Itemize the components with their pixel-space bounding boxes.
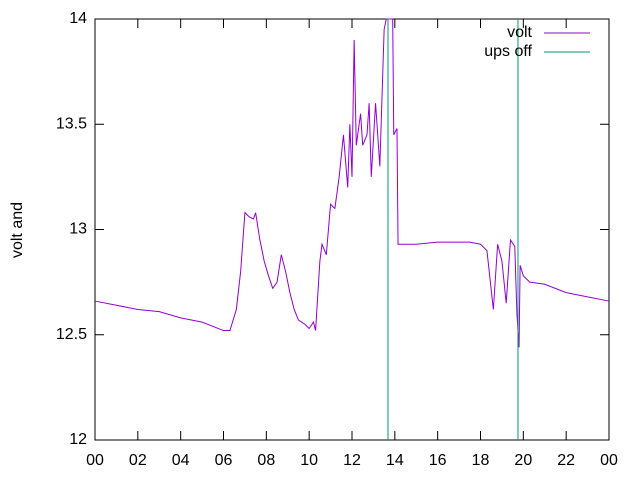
- x-tick-label: 00: [600, 452, 618, 469]
- x-tick-label: 16: [429, 452, 447, 469]
- x-tick-label: 00: [86, 452, 104, 469]
- series-line: [387, 19, 519, 440]
- x-tick-label: 14: [386, 452, 404, 469]
- y-tick-label: 13: [69, 221, 87, 238]
- x-tick-label: 12: [343, 452, 361, 469]
- x-tick-label: 04: [172, 452, 190, 469]
- y-tick-label: 14: [69, 10, 87, 27]
- legend-label: volt: [507, 24, 532, 41]
- y-axis-label: volt and: [9, 202, 26, 258]
- x-tick-label: 22: [557, 452, 575, 469]
- x-tick-label: 06: [215, 452, 233, 469]
- legend-label: ups off: [484, 43, 532, 60]
- x-tick-label: 02: [129, 452, 147, 469]
- y-tick-label: 12.5: [56, 326, 87, 343]
- plot-frame: [94, 18, 610, 441]
- y-tick-label: 13.5: [56, 115, 87, 132]
- x-tick-label: 10: [300, 452, 318, 469]
- series-line: [94, 18, 610, 348]
- x-tick-label: 08: [257, 452, 275, 469]
- y-tick-label: 12: [69, 431, 87, 448]
- x-tick-label: 18: [472, 452, 490, 469]
- x-tick-label: 20: [514, 452, 532, 469]
